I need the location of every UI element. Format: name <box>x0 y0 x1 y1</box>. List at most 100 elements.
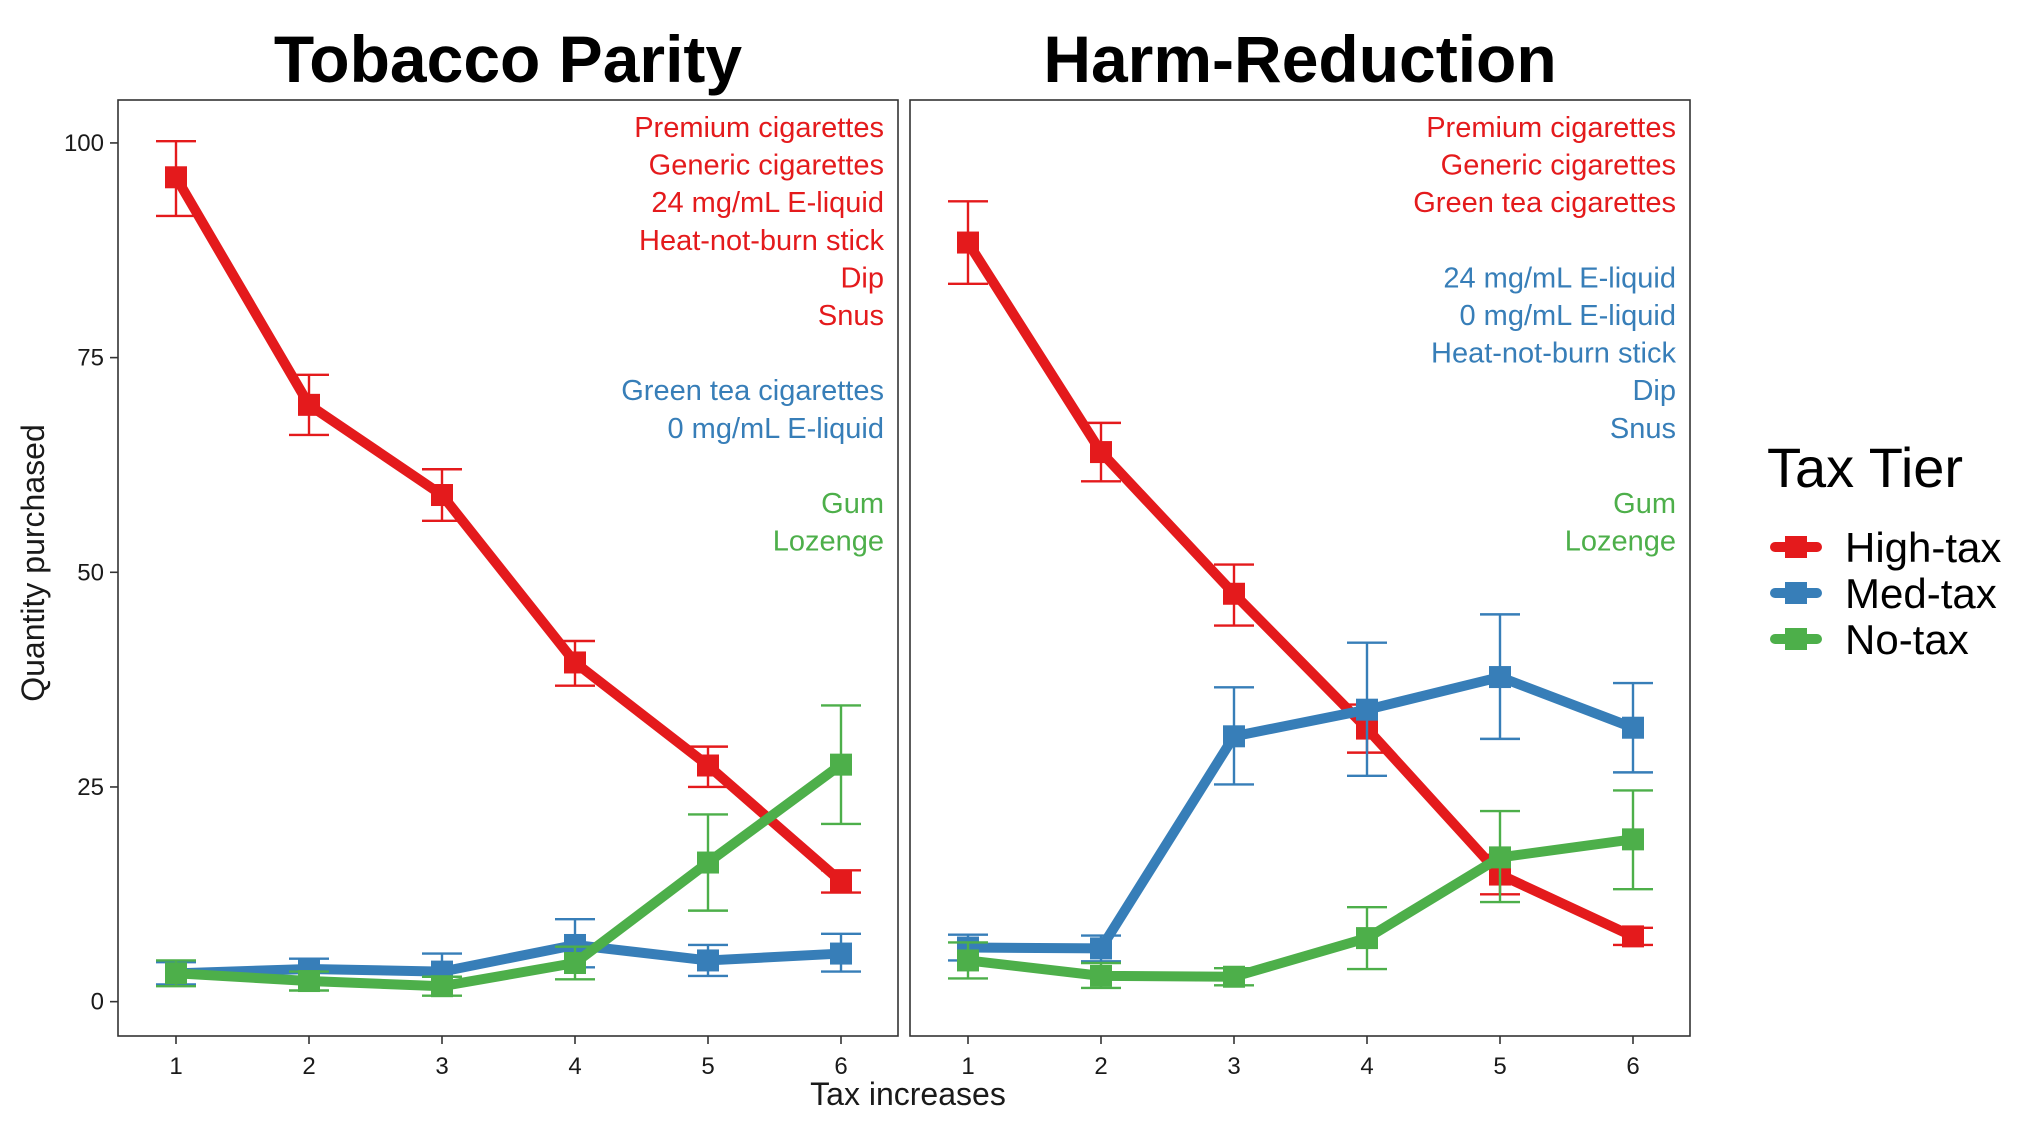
product-label: Premium cigarettes <box>1426 112 1676 144</box>
series-med-tax <box>156 918 861 988</box>
x-axis-title: Tax increases <box>810 1076 1006 1112</box>
legend-entry-med-tax: Med-tax <box>1770 570 1997 617</box>
data-point <box>697 754 719 777</box>
legend-key-marker <box>1785 628 1807 650</box>
product-label: Green tea cigarettes <box>1413 187 1676 219</box>
series-line <box>171 172 846 887</box>
product-label: 0 mg/mL E-liquid <box>667 413 884 445</box>
y-tick-label: 100 <box>64 130 104 157</box>
x-tick-label: 3 <box>435 1053 448 1080</box>
product-label: Heat-not-burn stick <box>639 225 884 257</box>
data-point <box>1223 725 1245 748</box>
x-tick-label: 6 <box>1626 1053 1639 1080</box>
series-line <box>963 834 1638 982</box>
data-point <box>431 975 453 998</box>
y-axis-title: Quantity purchased <box>15 424 51 702</box>
panel-frame <box>909 99 1691 1037</box>
product-label: Dip <box>840 262 884 294</box>
series-high-tax <box>156 140 861 894</box>
product-label: Lozenge <box>1565 526 1676 558</box>
product-label: Premium cigarettes <box>634 112 884 144</box>
product-label: Lozenge <box>773 526 884 558</box>
product-label: Heat-not-burn stick <box>1431 338 1676 370</box>
legend-title: Tax Tier <box>1767 436 1963 499</box>
data-point <box>1090 937 1112 960</box>
series-line <box>171 939 846 979</box>
y-tick-label: 50 <box>77 559 104 586</box>
series-line <box>963 672 1638 954</box>
legend-label: No-tax <box>1845 616 1969 663</box>
product-label: 0 mg/mL E-liquid <box>1459 300 1676 332</box>
x-tick-label: 5 <box>1493 1053 1506 1080</box>
data-point <box>830 870 852 893</box>
axes-layer: Quantity purchased Tax increases <box>15 424 1006 1112</box>
data-point <box>1223 582 1245 605</box>
x-tick-label: 2 <box>1094 1053 1107 1080</box>
product-label: 24 mg/mL E-liquid <box>1443 262 1676 294</box>
data-point <box>1090 441 1112 464</box>
product-label-list: Premium cigarettes Generic cigarettes 24 m… <box>621 112 884 558</box>
x-tick-label: 4 <box>1360 1053 1373 1080</box>
panel-title: Tobacco Parity <box>274 22 743 96</box>
x-tick-label: 5 <box>701 1053 714 1080</box>
product-label: Snus <box>818 300 884 332</box>
series-no-tax <box>948 789 1653 990</box>
series-line <box>171 759 846 992</box>
product-label: Gum <box>821 488 884 520</box>
data-point <box>830 753 852 776</box>
data-point <box>1622 925 1644 948</box>
data-point <box>1356 698 1378 721</box>
legend-label: Med-tax <box>1845 570 1997 617</box>
data-point <box>957 231 979 254</box>
data-point <box>564 952 586 975</box>
data-point <box>298 970 320 993</box>
product-label: Gum <box>1613 488 1676 520</box>
legend-label: High-tax <box>1845 524 2001 571</box>
panel-title: Harm-Reduction <box>1043 22 1556 96</box>
data-point <box>957 949 979 972</box>
product-label: Generic cigarettes <box>649 150 884 182</box>
x-tick-label: 6 <box>834 1053 847 1080</box>
product-label: Generic cigarettes <box>1441 150 1676 182</box>
series-line <box>963 237 1638 942</box>
data-point <box>1489 846 1511 869</box>
panel-frame <box>117 99 899 1037</box>
y-tick-label: 0 <box>91 989 104 1016</box>
x-tick-label: 1 <box>961 1053 974 1080</box>
x-tick-label: 2 <box>302 1053 315 1080</box>
data-point <box>697 949 719 972</box>
x-tick-label: 3 <box>1227 1053 1240 1080</box>
product-label-list: Premium cigarettes Generic cigarettes Gree… <box>1413 112 1676 558</box>
y-tick-label: 75 <box>77 345 104 372</box>
legend-key-marker <box>1785 536 1807 558</box>
legend-entry-high-tax: High-tax <box>1770 524 2001 571</box>
data-point <box>431 484 453 507</box>
data-point <box>1223 965 1245 988</box>
data-point <box>830 942 852 965</box>
product-label: Dip <box>1632 375 1676 407</box>
data-point <box>1622 716 1644 739</box>
product-label: 24 mg/mL E-liquid <box>651 187 884 219</box>
panel-tobacco-parity: Tobacco Parity 1 2 3 4 5 6 0 25 50 75 100 Premium ci… <box>64 22 899 1080</box>
product-label: Green tea cigarettes <box>621 375 884 407</box>
data-point <box>697 851 719 874</box>
y-tick-label: 25 <box>77 774 104 801</box>
data-point <box>165 962 187 985</box>
data-point <box>564 933 586 956</box>
data-point <box>1090 964 1112 987</box>
legend-entry-no-tax: No-tax <box>1770 616 1969 663</box>
data-point <box>165 166 187 189</box>
product-label: Snus <box>1610 413 1676 445</box>
data-point <box>1622 828 1644 851</box>
data-point <box>564 651 586 674</box>
panel-harm-reduction: Harm-Reduction 1 2 3 4 5 6 Premium cigarettes Ge… <box>909 22 1691 1080</box>
data-point <box>1356 927 1378 950</box>
legend-key-marker <box>1785 582 1807 604</box>
x-tick-label: 1 <box>169 1053 182 1080</box>
data-point <box>298 393 320 416</box>
series-no-tax <box>156 704 861 998</box>
